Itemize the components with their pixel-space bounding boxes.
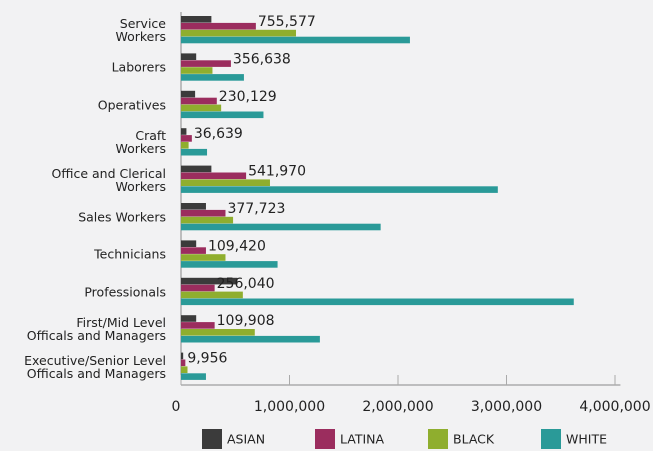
bar bbox=[181, 277, 238, 285]
category-label: Office and Clerical Workers bbox=[51, 165, 166, 194]
legend-label: BLACK bbox=[453, 432, 495, 447]
bar bbox=[181, 322, 215, 329]
bar bbox=[181, 223, 381, 231]
bar bbox=[181, 90, 196, 98]
category-label: Technicians bbox=[94, 246, 166, 262]
bar bbox=[181, 104, 222, 112]
bar bbox=[181, 74, 244, 81]
annotation: 36,639 bbox=[194, 126, 243, 142]
category-label: Laborers bbox=[111, 59, 166, 75]
legend-label: LATINA bbox=[340, 432, 385, 447]
bar bbox=[181, 148, 208, 156]
category-label: First/Mid Level Officals and Managers bbox=[26, 315, 166, 344]
bar bbox=[181, 16, 212, 23]
bar bbox=[181, 142, 189, 149]
bar bbox=[181, 22, 256, 30]
category-label: Craft Workers bbox=[115, 128, 166, 157]
x-tick-label: 0 bbox=[172, 399, 181, 415]
bar bbox=[181, 209, 226, 217]
annotation: 377,723 bbox=[227, 201, 285, 217]
legend-label: ASIAN bbox=[227, 432, 265, 447]
annotation: 109,420 bbox=[208, 238, 266, 254]
annotation: 755,577 bbox=[258, 14, 316, 30]
bar bbox=[181, 261, 278, 268]
legend-swatch bbox=[315, 429, 335, 449]
x-tick-label: 3,000,000 bbox=[471, 399, 542, 415]
bar bbox=[181, 284, 215, 292]
legend-label: WHITE bbox=[566, 432, 607, 447]
annotation: 109,908 bbox=[217, 313, 275, 329]
x-tick-label: 2,000,000 bbox=[362, 399, 433, 415]
bar bbox=[181, 329, 255, 336]
bar bbox=[181, 179, 270, 186]
x-tick-label: 1,000,000 bbox=[254, 399, 325, 415]
bar bbox=[181, 298, 574, 306]
bar bbox=[181, 203, 206, 210]
bar bbox=[181, 359, 186, 367]
legend-swatch bbox=[428, 429, 448, 449]
bar bbox=[181, 291, 243, 299]
bar bbox=[181, 60, 231, 67]
bar bbox=[181, 352, 184, 360]
bar bbox=[181, 53, 197, 60]
bar bbox=[181, 97, 217, 105]
annotation: 230,129 bbox=[219, 89, 277, 105]
bar bbox=[181, 135, 192, 142]
bar bbox=[181, 172, 247, 180]
annotation: 9,956 bbox=[187, 351, 227, 367]
bar bbox=[181, 216, 234, 224]
bar bbox=[181, 111, 264, 119]
annotation: 256,040 bbox=[217, 276, 275, 292]
bar bbox=[181, 29, 297, 37]
category-label: Service Workers bbox=[115, 16, 166, 44]
bar bbox=[181, 247, 206, 254]
annotation: 541,970 bbox=[248, 164, 306, 180]
x-tick-label: 4,000,000 bbox=[579, 399, 650, 415]
bar bbox=[181, 240, 197, 247]
bar bbox=[181, 366, 188, 373]
bar bbox=[181, 254, 226, 261]
legend-swatch bbox=[541, 429, 561, 449]
bar bbox=[181, 186, 498, 193]
bar bbox=[181, 165, 212, 173]
bar bbox=[181, 315, 197, 322]
category-label: Sales Workers bbox=[78, 209, 166, 225]
bar bbox=[181, 67, 213, 74]
bar bbox=[181, 335, 320, 343]
legend-swatch bbox=[202, 429, 222, 449]
category-label: Operatives bbox=[97, 97, 166, 113]
annotation: 356,638 bbox=[233, 51, 291, 67]
bar bbox=[181, 128, 187, 135]
category-label: Professionals bbox=[84, 284, 166, 300]
category-label: Executive/Senior Level Officals and Mana… bbox=[24, 352, 166, 381]
bar bbox=[181, 373, 206, 380]
bar bbox=[181, 36, 410, 44]
